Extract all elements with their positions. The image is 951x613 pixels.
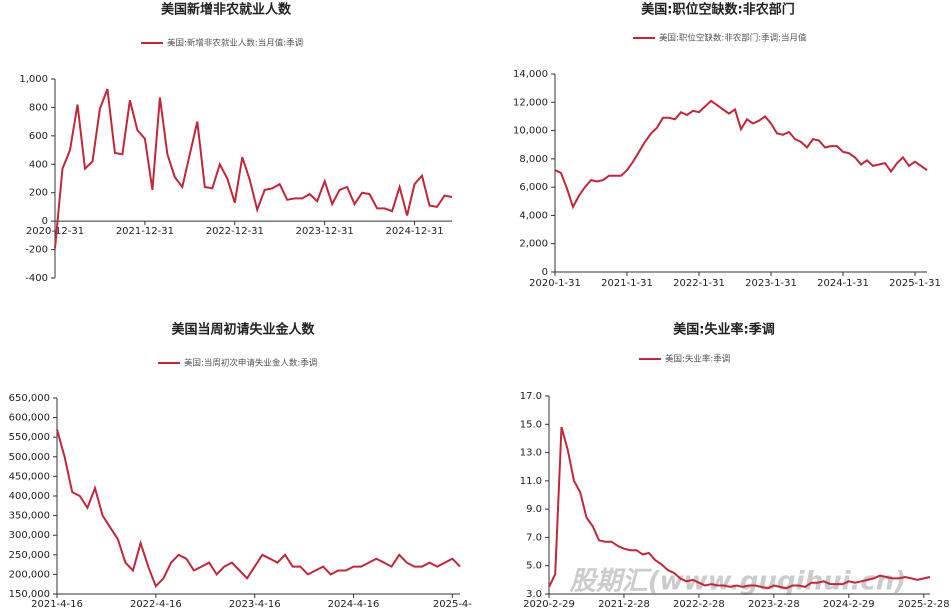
y-tick-label: 650,000 (9, 393, 50, 404)
y-tick-label: 12,000 (513, 97, 548, 108)
y-tick-label: 15.0 (520, 419, 542, 430)
y-tick-label: 9.0 (526, 504, 542, 515)
x-tick-label: 2025-4- (433, 599, 472, 610)
y-tick-label: 3.0 (526, 589, 542, 600)
x-tick-label: 2025-1-31 (889, 278, 941, 289)
y-tick-label: 250,000 (9, 550, 50, 561)
x-tick-label: 2022-12-31 (206, 226, 264, 237)
y-tick-label: 800 (29, 102, 48, 113)
y-tick-label: -200 (25, 245, 48, 256)
y-tick-label: 200,000 (9, 569, 50, 580)
x-tick-label: 2021-4-16 (31, 599, 83, 610)
y-tick-label: 10,000 (513, 126, 548, 137)
x-tick-label: 2023-12-31 (296, 226, 354, 237)
legend-label: 美国:职位空缺数:非农部门:季调:当月值 (659, 33, 807, 44)
y-tick-label: 300,000 (9, 530, 50, 541)
y-tick-label: -400 (25, 273, 48, 284)
y-tick-label: 350,000 (9, 511, 50, 522)
y-tick-label: 7.0 (526, 532, 542, 543)
x-tick-label: 2023-1-31 (745, 278, 797, 289)
x-tick-label: 2023-4-16 (229, 599, 281, 610)
x-tick-label: 2024-12-31 (385, 226, 443, 237)
x-tick-label: 2020-1-31 (529, 278, 581, 289)
x-tick-label: 2023-2-28 (748, 599, 800, 610)
x-tick-label: 2024-4-16 (328, 599, 380, 610)
y-tick-label: 11.0 (520, 476, 542, 487)
legend-label: 美国:新增非农就业人数:当月值:季调 (167, 38, 303, 49)
data-line (554, 99, 928, 210)
x-tick-label: 2020-2-29 (523, 599, 575, 610)
y-tick-label: 600 (29, 131, 48, 142)
legend-label: 美国:当周初次申请失业金人数:季调 (184, 358, 317, 369)
y-tick-label: 400,000 (9, 491, 50, 502)
x-tick-label: 2022-4-16 (130, 599, 182, 610)
y-tick-label: 500,000 (9, 452, 50, 463)
chart-title: 美国新增非农就业人数 (161, 2, 292, 18)
y-tick-label: 2,000 (519, 239, 548, 250)
y-tick-label: 450,000 (9, 471, 50, 482)
x-tick-label: 2021-1-31 (601, 278, 653, 289)
y-tick-label: 8,000 (519, 154, 548, 165)
y-tick-label: 14,000 (513, 69, 548, 80)
data-line (548, 426, 931, 590)
y-tick-label: 1,000 (19, 74, 48, 85)
y-tick-label: 4,000 (519, 210, 548, 221)
watermark: 股期汇(www.guqihui.cn) (569, 567, 906, 597)
chart-title: 美国当周初请失业金人数 (171, 322, 315, 338)
x-tick-label: 2021-2-28 (598, 599, 650, 610)
y-tick-label: 5.0 (526, 561, 542, 572)
x-tick-label: 2021-12-31 (116, 226, 174, 237)
x-tick-label: 2022-1-31 (673, 278, 725, 289)
y-tick-label: 0 (542, 267, 548, 278)
chart-title: 美国:失业率:季调 (673, 322, 774, 338)
y-tick-label: 200 (29, 188, 48, 199)
y-tick-label: 0 (42, 216, 48, 227)
y-tick-label: 550,000 (9, 432, 50, 443)
x-tick-label: 2024-1-31 (817, 278, 869, 289)
data-line (54, 88, 453, 249)
x-tick-label: 2024-2-29 (823, 599, 875, 610)
data-line (56, 429, 461, 589)
y-tick-label: 6,000 (519, 182, 548, 193)
y-tick-label: 13.0 (520, 448, 542, 459)
x-tick-label: 2020-12-31 (26, 226, 84, 237)
chart-title: 美国:职位空缺数:非农部门 (641, 2, 794, 18)
y-tick-label: 600,000 (9, 413, 50, 424)
y-tick-label: 400 (29, 159, 48, 170)
y-tick-label: 17.0 (520, 391, 542, 402)
legend-label: 美国:失业率:季调 (665, 354, 730, 365)
x-tick-label: 2025-2-28 (898, 599, 950, 610)
x-tick-label: 2022-2-28 (673, 599, 725, 610)
y-tick-label: 150,000 (9, 589, 50, 600)
